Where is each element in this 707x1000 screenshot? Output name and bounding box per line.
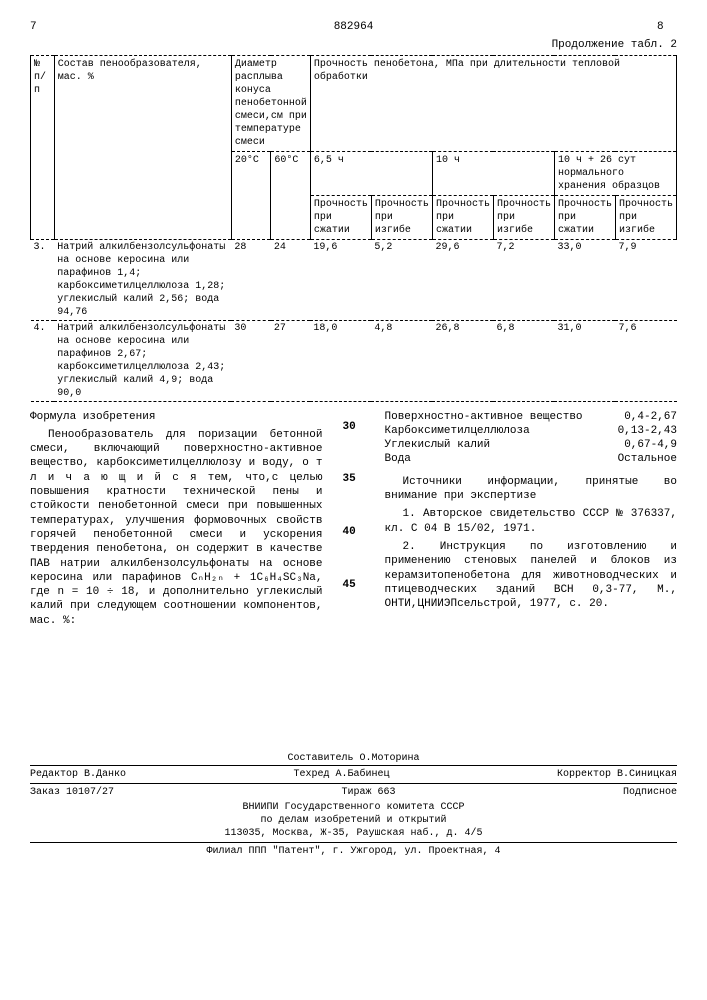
cell: 5,2 — [371, 239, 432, 320]
cell: 6,8 — [493, 320, 554, 401]
footer-credits: Редактор В.Данко Техред А.Бабинец Коррек… — [30, 765, 677, 783]
th-composition: Состав пенообразователя, мас. % — [54, 55, 231, 239]
row-n: 3. — [31, 239, 55, 320]
footer-order: Заказ 10107/27 Тираж 663 Подписное — [30, 783, 677, 801]
table-continuation: Продолжение табл. 2 — [30, 38, 677, 52]
th-compress-3: Прочность при сжатии — [554, 195, 615, 239]
doc-number: 882964 — [50, 20, 657, 34]
footer: Составитель О.Моторина Редактор В.Данко … — [30, 752, 677, 858]
page-header: 7 882964 8 — [30, 20, 677, 34]
cell: 7,6 — [615, 320, 676, 401]
ln: 30 — [343, 420, 365, 434]
editor: Редактор В.Данко — [30, 768, 126, 781]
th-strength: Прочность пенобетона, МПа при длительнос… — [310, 55, 676, 151]
component-row: Углекислый калий0,67-4,9 — [385, 438, 678, 452]
tehred: Техред А.Бабинец — [293, 768, 389, 781]
org1: ВНИИПИ Государственного комитета СССР — [30, 801, 677, 814]
sources-title: Источники информации, принятые во вниман… — [385, 475, 678, 504]
reference-1: 1. Авторское свидетельство СССР № 376337… — [385, 507, 678, 536]
left-column: Формула изобретения Пенообразователь для… — [30, 410, 323, 632]
cell: 18,0 — [310, 320, 371, 401]
th-60c: 60°С — [271, 151, 311, 239]
th-diameter: Диаметр расплыва конуса пенобетонной сме… — [231, 55, 310, 151]
cell: 7,2 — [493, 239, 554, 320]
th-bend-2: Прочность при изгибе — [493, 195, 554, 239]
component-row: ВодаОстальное — [385, 452, 678, 466]
th-20c: 20°С — [231, 151, 271, 239]
two-column-body: Формула изобретения Пенообразователь для… — [30, 410, 677, 632]
cell: 30 — [231, 320, 271, 401]
formula-title: Формула изобретения — [30, 410, 323, 424]
row-comp: Натрий алкилбензолсульфонаты на основе к… — [54, 320, 231, 401]
th-bend-3: Прочность при изгибе — [615, 195, 676, 239]
th-65h: 6,5 ч — [310, 151, 432, 195]
cell: 27 — [271, 320, 311, 401]
th-compress-2: Прочность при сжатии — [432, 195, 493, 239]
row-comp: Натрий алкилбензолсульфонаты на основе к… — [54, 239, 231, 320]
component-row: Поверхностно-активное вещество0,4-2,67 — [385, 410, 678, 424]
branch: Филиал ППП "Патент", г. Ужгород, ул. Про… — [30, 843, 677, 858]
cell: 31,0 — [554, 320, 615, 401]
cell: 28 — [231, 239, 271, 320]
page-right: 8 — [657, 20, 677, 34]
compiler: Составитель О.Моторина — [30, 752, 677, 765]
right-column: Поверхностно-активное вещество0,4-2,67 К… — [385, 410, 678, 632]
org2: по делам изобретений и открытий — [30, 814, 677, 827]
tirage: Тираж 663 — [341, 786, 395, 799]
order: Заказ 10107/27 — [30, 786, 114, 799]
th-bend-1: Прочность при изгибе — [371, 195, 432, 239]
th-10h: 10 ч — [432, 151, 554, 195]
cell: 4,8 — [371, 320, 432, 401]
addr1: 113035, Москва, Ж-35, Раушская наб., д. … — [30, 827, 677, 843]
cell: 7,9 — [615, 239, 676, 320]
ln: 40 — [343, 525, 365, 539]
corrector: Корректор В.Синицкая — [557, 768, 677, 781]
component-row: Карбоксиметилцеллюлоза0,13-2,43 — [385, 424, 678, 438]
cell: 33,0 — [554, 239, 615, 320]
cell: 19,6 — [310, 239, 371, 320]
th-compress-1: Прочность при сжатии — [310, 195, 371, 239]
cell: 24 — [271, 239, 311, 320]
th-npp: № п/п — [31, 55, 55, 239]
subscription: Подписное — [623, 786, 677, 799]
page-left: 7 — [30, 20, 50, 34]
formula-text: Пенообразователь для поризации бетонной … — [30, 428, 323, 628]
cell: 29,6 — [432, 239, 493, 320]
data-table: № п/п Состав пенообразователя, мас. % Ди… — [30, 55, 677, 402]
row-n: 4. — [31, 320, 55, 401]
ln: 45 — [343, 578, 365, 592]
th-10h26: 10 ч + 26 сут нормального хранения образ… — [554, 151, 676, 195]
cell: 26,8 — [432, 320, 493, 401]
line-numbers: 30 35 40 45 — [343, 410, 365, 632]
reference-2: 2. Инструкция по изготовлению и применен… — [385, 540, 678, 611]
ln: 35 — [343, 472, 365, 486]
